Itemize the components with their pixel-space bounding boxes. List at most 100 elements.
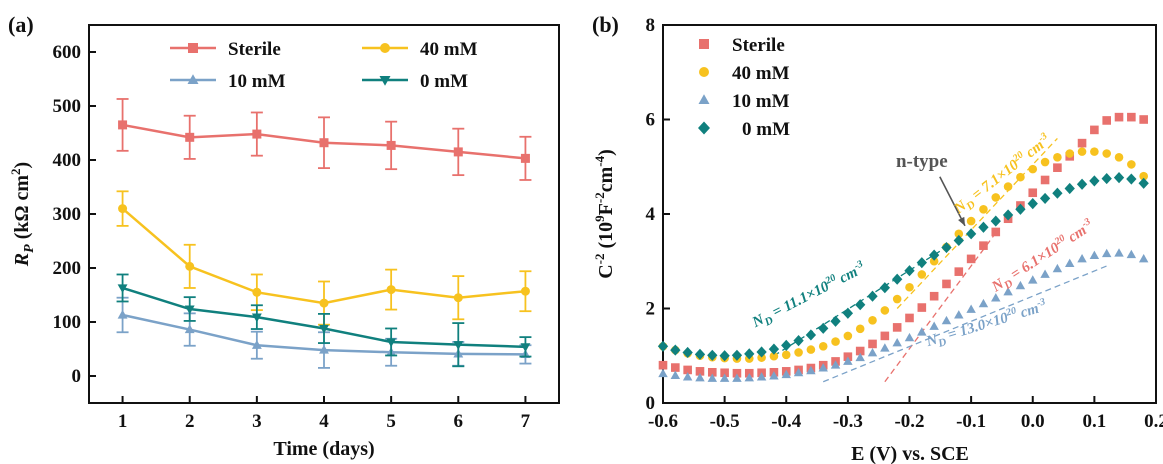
data-point <box>1028 275 1038 284</box>
data-point <box>929 291 939 301</box>
data-point <box>1002 209 1014 221</box>
data-point <box>694 348 706 360</box>
data-point <box>966 216 976 226</box>
annotation-n-type: n-type <box>896 151 948 172</box>
data-point <box>1015 203 1026 215</box>
legend-marker <box>188 43 198 53</box>
data-point <box>118 120 128 130</box>
data-point <box>793 335 804 347</box>
data-point <box>386 140 396 150</box>
data-point <box>671 363 680 372</box>
donor-density-label: ND = 11.1×1020 cm-3 <box>748 259 869 335</box>
x-tick-label: 0.0 <box>1021 411 1045 432</box>
yb-unit3: cm <box>595 166 617 192</box>
data-point <box>818 342 828 351</box>
data-point <box>941 241 952 254</box>
data-point <box>708 367 717 377</box>
data-point <box>1102 149 1111 158</box>
data-point <box>1076 178 1088 190</box>
legend-label: 10 mM <box>228 71 286 92</box>
data-point <box>991 293 1001 302</box>
data-point <box>695 367 705 376</box>
data-point <box>879 282 891 294</box>
data-point <box>453 341 464 350</box>
data-point <box>793 367 804 377</box>
data-point <box>1127 112 1136 122</box>
data-point <box>319 298 329 308</box>
data-point <box>941 315 952 325</box>
data-point <box>1114 248 1124 257</box>
data-point <box>757 353 766 362</box>
data-point <box>682 372 693 381</box>
data-point <box>855 352 865 362</box>
data-point <box>892 294 902 304</box>
data-point <box>1039 192 1051 204</box>
data-point <box>794 348 803 357</box>
data-point <box>1101 172 1112 185</box>
data-point <box>781 339 792 351</box>
nd-sub: D <box>936 336 948 350</box>
ya-main: R <box>11 253 33 267</box>
data-point <box>1139 171 1148 181</box>
legend-label: 10 mM <box>732 91 790 112</box>
data-point <box>806 365 816 375</box>
data-point <box>695 373 705 382</box>
data-point <box>966 304 976 313</box>
yb-sup3: -2 <box>592 192 607 203</box>
data-point <box>252 287 262 297</box>
data-point <box>904 332 915 342</box>
data-point <box>966 254 976 264</box>
ya-sup: 2 <box>8 168 23 175</box>
data-point <box>1126 173 1137 185</box>
legend-marker <box>380 43 390 53</box>
data-point <box>1114 112 1124 122</box>
y-tick-label: 0 <box>72 366 82 387</box>
data-point <box>386 338 397 348</box>
data-point <box>942 279 951 289</box>
data-point <box>744 373 755 382</box>
nd-sup: 20 <box>823 272 838 287</box>
data-point <box>843 331 853 341</box>
data-point <box>928 249 940 261</box>
yb-main: C <box>595 264 617 278</box>
legend-item: 0 mM <box>362 71 468 92</box>
data-point <box>805 329 817 341</box>
data-point <box>1052 263 1063 273</box>
data-point <box>1016 172 1025 182</box>
data-point <box>1028 188 1038 198</box>
x-tick-label: 1 <box>118 411 128 432</box>
data-point <box>979 204 988 214</box>
data-point <box>892 338 902 347</box>
x-tick-label: 7 <box>521 411 531 432</box>
panel-a-y-axis-label: RP (kΩ cm2) <box>8 162 37 267</box>
legend-label: 0 mM <box>742 119 790 140</box>
data-point <box>1052 187 1063 199</box>
y-tick-label: 100 <box>53 312 82 333</box>
yb-unit: (10 <box>595 222 617 254</box>
legend-marker <box>698 94 710 104</box>
data-point <box>768 343 780 355</box>
panel-b-x-axis-label: E (V) vs. SCE <box>851 443 969 464</box>
yb-sup4: -4 <box>592 155 607 166</box>
data-point <box>657 340 669 352</box>
data-point <box>1053 153 1062 162</box>
legend-item: 40 mM <box>699 63 790 84</box>
data-point <box>843 356 853 365</box>
nd-unit: cm <box>1015 301 1041 323</box>
data-point <box>916 257 927 269</box>
y-tick-label: 400 <box>53 150 82 171</box>
data-point <box>867 290 878 302</box>
y-tick-label: 6 <box>646 110 656 131</box>
data-point <box>1040 269 1050 278</box>
series-sterile <box>116 98 532 181</box>
data-point <box>855 346 865 356</box>
data-point <box>1027 198 1038 210</box>
data-point <box>252 129 262 139</box>
annotation-arrow <box>939 176 966 227</box>
data-point <box>905 282 914 292</box>
data-point <box>917 303 927 312</box>
data-point <box>1139 115 1148 124</box>
data-point <box>1065 149 1075 158</box>
data-point <box>892 273 903 285</box>
